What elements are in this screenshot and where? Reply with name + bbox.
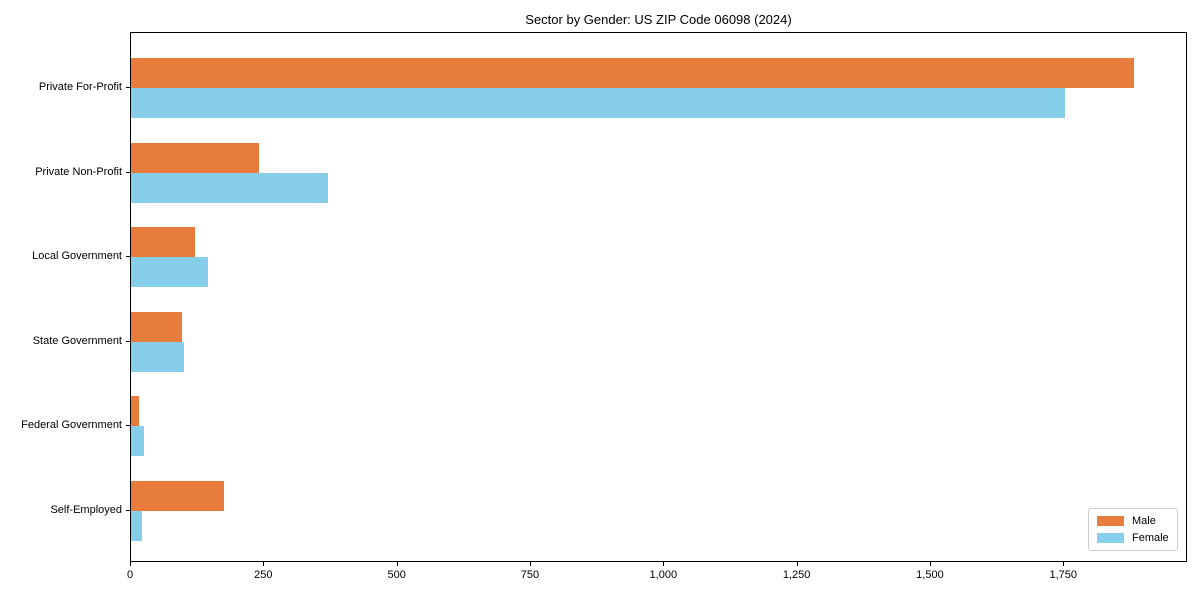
bar-male-state-government [131, 311, 182, 342]
plot-area: Male Female [130, 32, 1187, 562]
xtick-label-250: 250 [254, 569, 273, 581]
ytick-label-self-employed: Self-Employed [50, 503, 122, 516]
xtick-mark [396, 562, 398, 566]
ytick-mark [126, 509, 130, 511]
xtick-mark [929, 562, 931, 566]
xtick-label-1250: 1,250 [782, 569, 811, 581]
ytick-mark [126, 425, 130, 426]
chart-title: Sector by Gender: US ZIP Code 06098 (202… [525, 12, 792, 27]
ytick-label-private-for-profit: Private For-Profit [38, 81, 122, 93]
xtick-mark [263, 562, 265, 566]
ytick-label-private-non-profit: Private Non-Profit [35, 165, 122, 178]
bar-female-private-for-profit [131, 88, 1066, 118]
xtick-mark [529, 562, 531, 566]
legend-label-female: Female [1132, 532, 1169, 544]
bar-female-local-government [131, 257, 209, 287]
xtick-label-1000: 1,000 [649, 569, 678, 581]
legend-label-male: Male [1132, 515, 1156, 527]
bar-female-private-non-profit [131, 172, 328, 203]
legend-item-female: Female [1097, 532, 1169, 544]
ytick-mark [126, 171, 130, 173]
xtick-mark [130, 562, 131, 566]
xtick-label-500: 500 [387, 569, 406, 581]
xtick-label-0: 0 [126, 569, 134, 581]
xtick-label-750: 750 [520, 569, 540, 581]
bar-female-self-employed [131, 510, 142, 541]
xtick-label-1750: 1,750 [1049, 569, 1078, 581]
ytick-label-state-government: State Government [32, 334, 122, 347]
ytick-mark [126, 256, 130, 257]
bar-female-state-government [131, 341, 185, 372]
bar-male-private-non-profit [131, 142, 259, 173]
legend-item-male: Male [1097, 515, 1169, 527]
xtick-mark [1063, 562, 1065, 566]
bar-female-federal-government [131, 426, 145, 456]
bar-male-self-employed [131, 480, 225, 511]
ytick-mark [126, 340, 130, 342]
xtick-mark [796, 562, 798, 566]
ytick-label-local-government: Local Government [32, 250, 122, 262]
bar-male-federal-government [131, 396, 139, 426]
bar-male-local-government [131, 227, 195, 257]
bar-male-private-for-profit [131, 58, 1135, 88]
legend-swatch-male [1097, 516, 1124, 526]
xtick-label-1500: 1,500 [916, 569, 944, 581]
ytick-label-federal-government: Federal Government [21, 419, 122, 431]
ytick-mark [126, 87, 130, 88]
legend-swatch-female [1097, 533, 1124, 543]
xtick-mark [663, 562, 665, 566]
legend: Male Female [1088, 508, 1178, 551]
